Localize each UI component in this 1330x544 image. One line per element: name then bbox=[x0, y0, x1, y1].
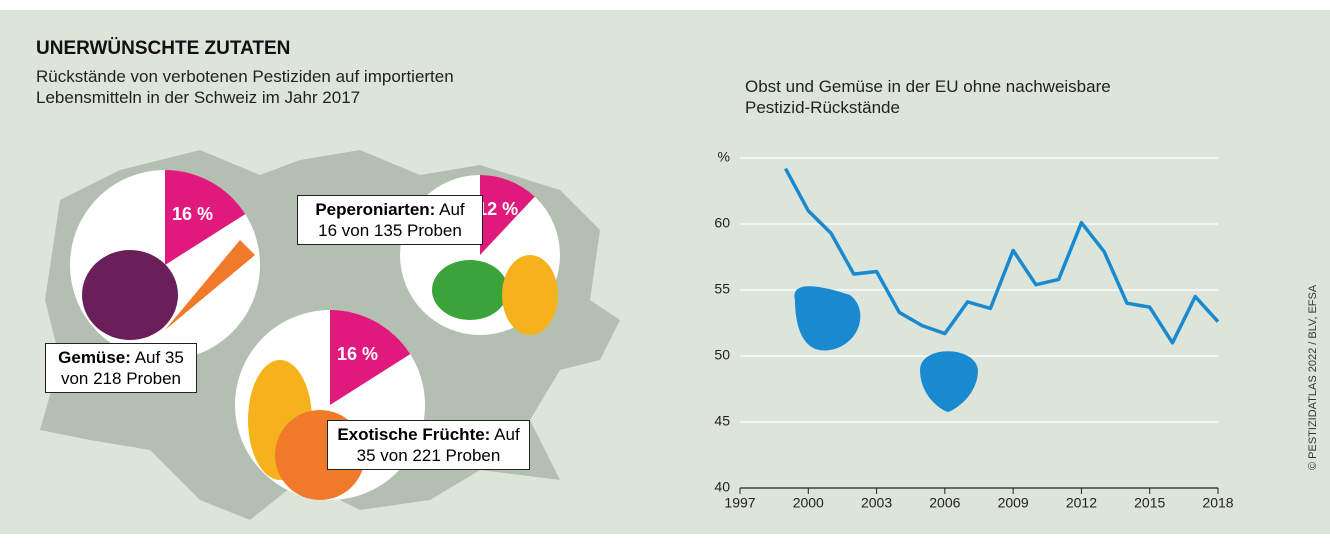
y-tick-label: 55 bbox=[714, 281, 730, 297]
icons bbox=[82, 240, 978, 500]
annotation-text: Auf 35 von 221 Proben bbox=[356, 425, 520, 465]
x-tick-label: 1997 bbox=[724, 495, 755, 511]
annotation-bold: Exotische Früchte: bbox=[337, 425, 491, 444]
x-tick-label: 2000 bbox=[793, 495, 824, 511]
pie-slice bbox=[480, 175, 535, 255]
title: UNERWÜNSCHTE ZUTATEN bbox=[36, 38, 291, 59]
strawberry-icon bbox=[920, 351, 978, 412]
y-tick-label: % bbox=[718, 149, 730, 165]
y-tick-label: 60 bbox=[714, 215, 730, 231]
y-tick-label: 45 bbox=[714, 413, 730, 429]
pie-slice bbox=[330, 310, 411, 405]
subtitle: Rückstände von verbotenen Pestiziden auf… bbox=[36, 67, 454, 107]
x-tick-label: 2012 bbox=[1066, 495, 1097, 511]
annotation-box: Peperoniarten: Auf 16 von 135 Proben bbox=[297, 195, 483, 245]
carrot-icon bbox=[165, 240, 255, 330]
source: © PESTIZIDATLAS 2022 / BLV, EFSA bbox=[1307, 284, 1319, 470]
annotation-text: Auf 35 von 218 Proben bbox=[60, 348, 184, 388]
annotation-box: Exotische Früchte: Auf 35 von 221 Proben bbox=[327, 420, 530, 470]
pie-slice bbox=[165, 170, 246, 265]
annotation-bold: Gemüse: bbox=[58, 348, 131, 367]
pie-value-label: 16 % bbox=[172, 204, 213, 224]
pepper-line-icon bbox=[794, 286, 861, 351]
line-series bbox=[783, 167, 1220, 345]
y-tick-label: 50 bbox=[714, 347, 730, 363]
annotation-box: Gemüse: Auf 35 von 218 Proben bbox=[45, 343, 197, 393]
x-tick-label: 2006 bbox=[929, 495, 960, 511]
x-tick-label: 2018 bbox=[1202, 495, 1233, 511]
annotation-text: Auf 16 von 135 Proben bbox=[318, 200, 465, 240]
pie-value-label: 12 % bbox=[477, 199, 518, 219]
y-tick-label: 40 bbox=[714, 479, 730, 495]
x-tick-label: 2003 bbox=[861, 495, 892, 511]
x-tick-label: 2009 bbox=[998, 495, 1029, 511]
line-chart-title: Obst und Gemüse in der EU ohne nachweisb… bbox=[745, 77, 1111, 117]
pepper-icon bbox=[432, 260, 508, 320]
pie-value-label: 16 % bbox=[337, 344, 378, 364]
x-tick-label: 2015 bbox=[1134, 495, 1165, 511]
annotation-bold: Peperoniarten: bbox=[315, 200, 436, 219]
cabbage-icon bbox=[82, 250, 178, 340]
pepper-icon bbox=[502, 255, 558, 335]
